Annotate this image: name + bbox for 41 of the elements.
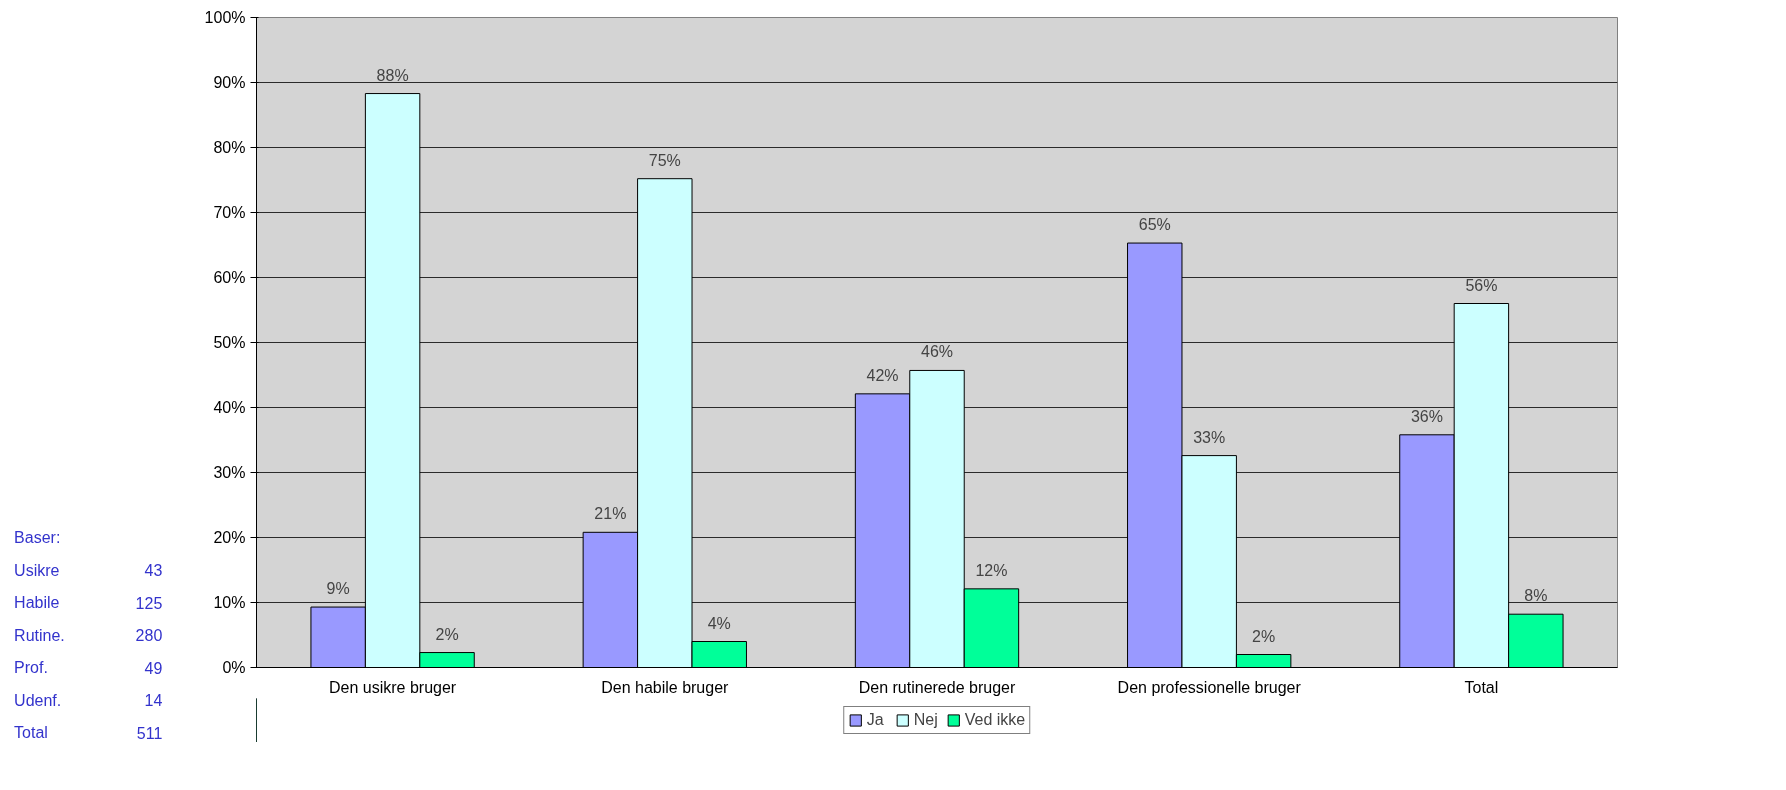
y-tick-label: 80% <box>213 139 246 156</box>
y-tick-label: 50% <box>213 334 246 351</box>
y-tick-label: 40% <box>213 399 246 416</box>
y-tick-label: 10% <box>213 594 246 611</box>
data-label: 4% <box>707 614 731 632</box>
data-label: 2% <box>1252 627 1276 645</box>
x-tick-label: Total <box>1464 678 1499 696</box>
legend-label: Ja <box>866 711 885 729</box>
data-label: 21% <box>594 505 627 523</box>
data-label: 75% <box>648 151 681 169</box>
text: Usikre 43 <box>14 561 163 579</box>
text: Prof. 49 <box>14 659 163 677</box>
y-tick-label: 60% <box>213 269 246 286</box>
legend-label: Nej <box>913 711 938 729</box>
data-label: 46% <box>920 343 954 361</box>
data-label: 42% <box>866 366 899 384</box>
text: Baser: <box>14 529 61 546</box>
text: Total 511 <box>14 724 163 742</box>
text: Rutine. 280 <box>14 626 163 644</box>
x-tick-label: Den rutinerede bruger <box>858 678 1016 696</box>
y-tick-label: 90% <box>213 74 246 91</box>
y-tick-label: 100% <box>204 9 246 26</box>
y-tick-label: 20% <box>213 529 246 546</box>
x-tick-label: Den usikre bruger <box>329 678 457 696</box>
data-label: 2% <box>435 625 459 643</box>
data-label: 88% <box>376 66 409 84</box>
data-label: 12% <box>975 561 1008 579</box>
data-label: 36% <box>1410 407 1443 425</box>
data-label: 9% <box>326 580 350 598</box>
text: Udenf. 14 <box>14 691 163 709</box>
y-tick-label: 0% <box>222 659 246 676</box>
y-tick-label: 70% <box>213 204 246 221</box>
data-label: 65% <box>1138 216 1171 234</box>
x-tick-label: Den habile bruger <box>601 678 730 696</box>
data-label: 33% <box>1193 428 1226 446</box>
text: Habile 125 <box>14 594 163 612</box>
legend-label: Ved ikke <box>964 711 1026 729</box>
y-tick-label: 30% <box>213 464 246 481</box>
data-label: 8% <box>1524 587 1548 605</box>
data-label: 56% <box>1465 276 1498 294</box>
x-tick-label: Den professionelle bruger <box>1117 678 1302 696</box>
